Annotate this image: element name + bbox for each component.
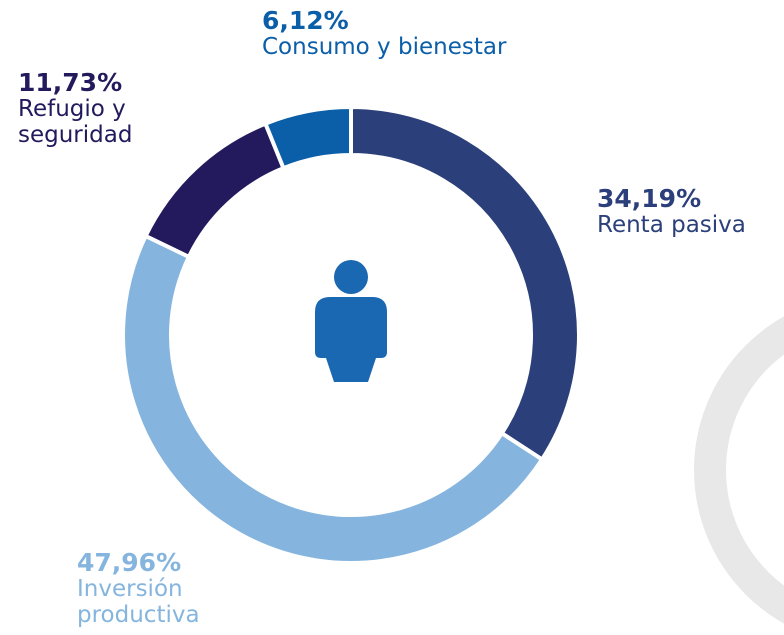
value-label: 34,19% — [597, 184, 702, 213]
data-label: 6,12% Consumo y bienestar — [262, 6, 582, 61]
data-label: 34,19% Renta pasiva — [597, 184, 777, 239]
value-label: 11,73% — [18, 68, 123, 97]
category-label: Renta pasiva — [597, 212, 746, 238]
donut-segment — [349, 104, 581, 463]
category-label: Inversión productiva — [77, 576, 200, 628]
donut-segment — [121, 233, 545, 565]
donut-segment — [262, 104, 353, 171]
person-icon — [315, 260, 387, 382]
value-label: 6,12% — [262, 6, 349, 35]
category-label: Consumo y bienestar — [262, 34, 507, 60]
category-label: Refugio y seguridad — [18, 96, 133, 148]
data-label: 47,96% Inversión productiva — [77, 548, 237, 629]
value-label: 47,96% — [77, 548, 182, 577]
data-label: 11,73% Refugio y seguridad — [18, 68, 168, 149]
watermark — [694, 316, 784, 624]
